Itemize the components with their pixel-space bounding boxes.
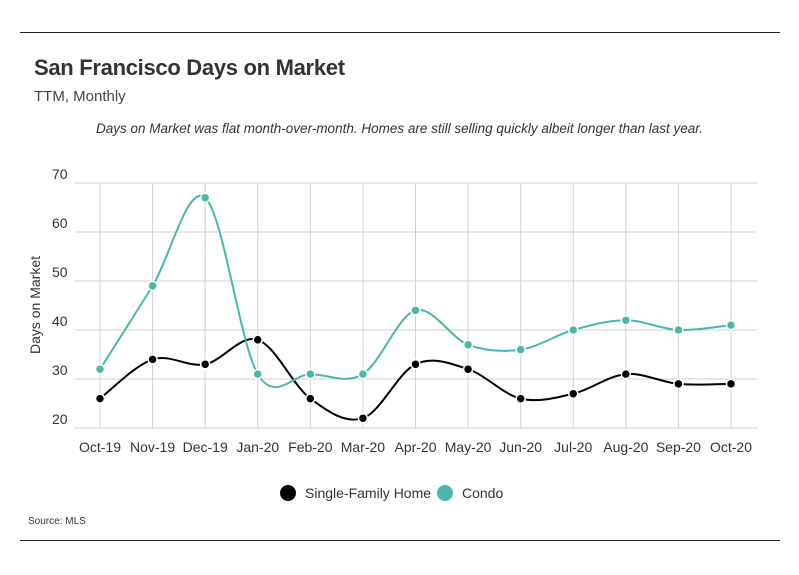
x-tick-label: Sep-20 [656,439,701,455]
x-tick-label: Jul-20 [554,439,592,455]
data-point [515,393,526,404]
x-tick-label: Feb-20 [288,439,333,455]
data-point [462,339,474,350]
data-point [725,378,737,390]
data-point [357,412,369,424]
data-point [673,378,684,390]
data-point [620,314,632,326]
data-point [410,359,421,370]
data-point [305,393,316,404]
data-point [725,319,737,331]
data-point [305,368,316,380]
data-point [252,334,263,346]
chart-title: San Francisco Days on Market [34,55,345,80]
x-tick-label: May-20 [445,439,492,455]
x-tick-label: Jun-20 [499,439,542,455]
y-tick-label: 70 [52,166,68,182]
x-tick-label: Jan-20 [236,439,279,455]
y-axis-label: Days on Market [27,256,43,354]
data-point [252,368,263,380]
x-tick-label: Dec-19 [183,439,228,455]
chart-subtitle: TTM, Monthly [34,88,126,105]
source-note: Source: MLS [28,516,86,527]
data-point [199,192,211,203]
y-tick-label: 30 [52,362,68,378]
y-tick-label: 60 [52,215,68,231]
x-tick-label: Oct-20 [710,439,752,455]
data-point [462,363,474,375]
legend-marker [280,485,296,501]
data-point [568,324,579,336]
data-point [147,354,158,365]
data-point [568,388,579,399]
chart-annotation: Days on Market was flat month-over-month… [95,121,703,136]
x-tick-label: Apr-20 [394,439,436,455]
data-point [94,363,106,375]
y-tick-labels: 20 30 40 50 60 70 [52,166,68,427]
data-point [199,359,211,370]
top-rule [20,32,780,33]
x-tick-label: Aug-20 [603,439,648,455]
x-tick-label: Mar-20 [341,439,386,455]
y-tick-label: 20 [52,411,68,427]
series-lines [94,192,737,424]
legend-label: Single-Family Home [305,485,431,501]
y-tick-label: 40 [52,313,68,329]
legend: Single-Family Home Condo [280,485,503,501]
data-point [620,368,632,380]
x-tick-labels: Oct-19 Nov-19 Dec-19 Jan-20 Feb-20 Mar-20 Apr-… [79,439,752,455]
x-tick-label: Oct-19 [79,439,121,455]
data-point [515,344,526,355]
data-point [147,280,158,292]
data-point [410,305,421,316]
series-line-condo [99,194,732,389]
x-tick-label: Nov-19 [130,439,175,455]
legend-marker [437,485,453,501]
legend-label: Condo [462,485,503,501]
data-point [357,368,369,380]
y-tick-label: 50 [52,264,68,280]
bottom-rule [20,540,780,541]
data-point [673,324,684,336]
data-point [94,393,106,404]
